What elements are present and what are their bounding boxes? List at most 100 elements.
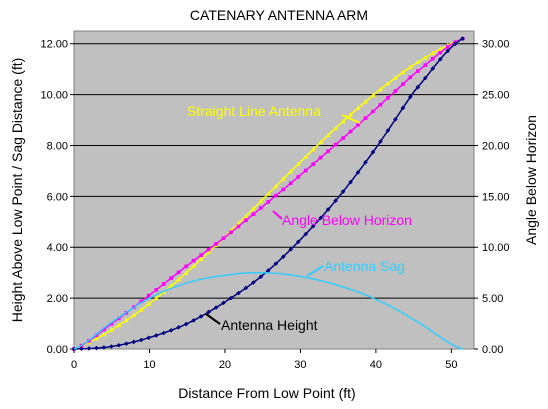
data-point-antenna-height bbox=[221, 300, 226, 306]
data-point-antenna-height bbox=[198, 314, 204, 319]
data-point-angle-below-horizon bbox=[445, 45, 450, 49]
data-point-antenna-height bbox=[86, 346, 92, 351]
data-point-antenna-height bbox=[79, 346, 84, 352]
data-point-straight-line-antenna bbox=[236, 221, 241, 226]
data-point-straight-line-antenna bbox=[251, 206, 256, 211]
data-point-straight-line-antenna bbox=[124, 317, 129, 323]
data-point-angle-below-horizon bbox=[199, 253, 203, 257]
data-point-antenna-height bbox=[385, 128, 391, 133]
data-point-angle-below-horizon bbox=[296, 175, 301, 179]
y2-tick-label: 0.00 bbox=[482, 344, 503, 356]
data-point-straight-line-antenna bbox=[266, 191, 271, 196]
data-point-straight-line-antenna bbox=[415, 59, 421, 65]
annotation-straight-line-antenna: Straight Line Antenna bbox=[187, 103, 321, 119]
left-axis-ticks: 0.00 2.00 4.00 6.00 8.00 10.00 12.00 bbox=[40, 39, 74, 356]
data-point-antenna-height bbox=[460, 36, 465, 41]
data-point-angle-below-horizon bbox=[378, 102, 383, 107]
data-point-angle-below-horizon bbox=[430, 56, 435, 61]
data-point-antenna-height bbox=[340, 189, 346, 194]
data-point-angle-below-horizon bbox=[266, 200, 271, 204]
data-point-angle-below-horizon bbox=[244, 218, 248, 223]
data-point-antenna-height bbox=[273, 261, 279, 267]
data-point-straight-line-antenna bbox=[131, 312, 137, 318]
chart-title: CATENARY ANTENNA ARM bbox=[190, 7, 368, 23]
x-tick-label: 0 bbox=[71, 359, 77, 371]
x-axis-ticks: 0 10 20 30 40 50 bbox=[71, 349, 457, 371]
series-line-antenna-sag bbox=[73, 271, 463, 350]
x-tick-label: 50 bbox=[445, 359, 457, 371]
data-point-antenna-height bbox=[408, 94, 413, 100]
data-point-angle-below-horizon bbox=[259, 206, 263, 210]
data-point-antenna-height bbox=[445, 48, 451, 54]
data-point-antenna-height bbox=[258, 274, 264, 280]
data-point-straight-line-antenna bbox=[430, 50, 436, 55]
data-point-straight-line-antenna bbox=[101, 331, 107, 337]
y-tick-label: 8.00 bbox=[47, 140, 68, 152]
data-point-antenna-height bbox=[236, 290, 241, 296]
data-point-angle-below-horizon bbox=[169, 276, 173, 280]
data-point-antenna-height bbox=[295, 239, 301, 245]
data-point-antenna-height bbox=[213, 305, 219, 310]
data-point-antenna-height bbox=[94, 345, 99, 351]
data-point-angle-below-horizon bbox=[401, 82, 405, 86]
data-point-angle-below-horizon bbox=[333, 142, 338, 147]
y-tick-label: 2.00 bbox=[47, 293, 68, 305]
data-point-angle-below-horizon bbox=[356, 123, 360, 127]
data-point-angle-below-horizon bbox=[184, 264, 188, 269]
data-point-straight-line-antenna bbox=[370, 92, 376, 98]
data-point-straight-line-antenna bbox=[423, 55, 428, 60]
data-point-straight-line-antenna bbox=[288, 168, 294, 174]
data-point-straight-line-antenna bbox=[153, 295, 159, 301]
data-point-straight-line-antenna bbox=[243, 213, 249, 218]
y2-tick-label: 5.00 bbox=[482, 293, 503, 305]
data-point-straight-line-antenna bbox=[273, 183, 279, 189]
data-point-angle-below-horizon bbox=[386, 96, 390, 100]
data-point-antenna-height bbox=[363, 160, 368, 165]
data-point-straight-line-antenna bbox=[400, 69, 406, 75]
data-point-angle-below-horizon bbox=[311, 162, 315, 166]
y-axis-title: Height Above Low Point / Sag Distance (f… bbox=[9, 58, 25, 323]
data-point-straight-line-antenna bbox=[280, 176, 286, 181]
data-point-angle-below-horizon bbox=[236, 224, 241, 229]
data-point-angle-below-horizon bbox=[229, 230, 233, 235]
data-point-straight-line-antenna bbox=[325, 132, 331, 138]
data-point-angle-below-horizon bbox=[274, 193, 278, 198]
y-tick-label: 4.00 bbox=[47, 242, 68, 254]
data-point-antenna-height bbox=[243, 285, 249, 291]
data-point-angle-below-horizon bbox=[303, 168, 308, 173]
data-point-straight-line-antenna bbox=[310, 147, 316, 152]
annotation-antenna-sag: Antenna Sag bbox=[324, 258, 405, 274]
plot-area bbox=[73, 30, 475, 350]
data-point-angle-below-horizon bbox=[214, 242, 218, 246]
y2-tick-label: 25.00 bbox=[482, 90, 510, 102]
y2-tick-label: 30.00 bbox=[482, 39, 510, 51]
data-point-straight-line-antenna bbox=[94, 336, 99, 341]
y-tick-label: 10.00 bbox=[40, 90, 68, 102]
data-point-straight-line-antenna bbox=[437, 46, 443, 51]
data-point-angle-below-horizon bbox=[221, 236, 226, 240]
data-point-antenna-height bbox=[168, 328, 174, 333]
x-axis-title: Distance From Low Point (ft) bbox=[178, 385, 355, 401]
data-point-antenna-height bbox=[370, 149, 376, 155]
data-point-angle-below-horizon bbox=[348, 129, 353, 134]
data-point-antenna-height bbox=[191, 318, 196, 323]
data-point-antenna-height bbox=[131, 339, 137, 345]
data-point-angle-below-horizon bbox=[371, 109, 375, 114]
data-point-straight-line-antenna bbox=[333, 125, 338, 131]
data-point-antenna-height bbox=[116, 342, 122, 348]
x-tick-label: 30 bbox=[294, 359, 306, 371]
data-point-straight-line-antenna bbox=[116, 322, 122, 328]
data-point-straight-line-antenna bbox=[183, 270, 189, 275]
data-point-straight-line-antenna bbox=[198, 256, 204, 262]
data-point-antenna-height bbox=[423, 75, 428, 81]
data-point-angle-below-horizon bbox=[408, 75, 413, 80]
data-point-antenna-height bbox=[415, 84, 421, 90]
data-point-antenna-height bbox=[153, 333, 159, 338]
data-point-antenna-height bbox=[146, 335, 152, 341]
data-point-angle-below-horizon bbox=[281, 187, 286, 192]
y-tick-label: 0.00 bbox=[47, 344, 68, 356]
data-point-straight-line-antenna bbox=[385, 80, 391, 86]
data-point-antenna-height bbox=[176, 325, 181, 330]
data-point-angle-below-horizon bbox=[102, 327, 106, 332]
data-point-straight-line-antenna bbox=[408, 64, 413, 70]
